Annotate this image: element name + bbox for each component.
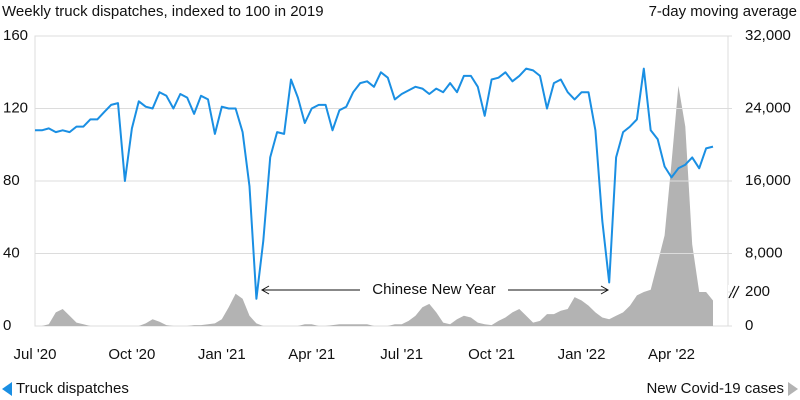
series-layer [35,85,713,326]
x-tick-label: Jan '21 [198,346,246,363]
annotation-bg [360,280,508,300]
y-tick-label: 40 [3,244,20,261]
y-tick-label: 0 [3,317,11,334]
x-tick-label: Oct '21 [468,346,515,363]
x-tick-label: Apr '21 [288,346,335,363]
y-tick-label: 80 [3,172,20,189]
chart-subtitle: 7-day moving average [649,3,797,20]
y-tick-label: 120 [3,99,28,116]
x-tick-label: Jul '21 [380,346,423,363]
annotation: Chinese New Year [372,281,495,298]
y-tick-label: 160 [3,27,28,44]
y2-tick-label: 32,000 [745,27,791,44]
legend-label: New Covid-19 cases [646,380,784,397]
y2-tick-label: 200 [745,283,770,300]
x-tick-label: Oct '20 [108,346,155,363]
legend-label: Truck dispatches [16,380,129,397]
legend-marker-right [788,382,798,396]
chart-title: Weekly truck dispatches, indexed to 100 … [2,3,324,20]
arrow-head [600,285,610,295]
y2-tick-label: 8,000 [745,244,783,261]
arrow-head [260,285,270,295]
x-tick-label: Jan '22 [558,346,606,363]
legend-marker-left [2,382,12,396]
y2-tick-label: 24,000 [745,99,791,116]
y2-tick-label: 16,000 [745,172,791,189]
cases-area [35,85,713,326]
x-tick-label: Apr '22 [648,346,695,363]
dispatch-line [35,67,714,300]
y2-tick-label: 0 [745,317,753,334]
x-tick-label: Jul '20 [14,346,57,363]
